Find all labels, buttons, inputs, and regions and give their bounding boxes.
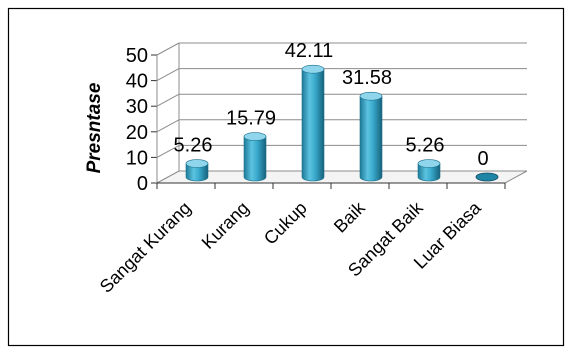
bar-top	[417, 159, 441, 168]
bar	[475, 172, 499, 182]
x-tick-label: Cukup	[260, 198, 311, 249]
y-tick-label: 20	[126, 122, 148, 144]
y-axis-title: Presntase	[84, 82, 105, 173]
bar	[301, 64, 325, 182]
gridline-side	[156, 119, 180, 133]
bar-body	[359, 95, 383, 182]
y-tick-label: 40	[126, 71, 148, 93]
bar-body	[185, 163, 209, 182]
bar	[243, 132, 267, 182]
gridline-side	[156, 144, 180, 158]
data-label: 42.11	[285, 40, 334, 62]
bar	[185, 159, 209, 182]
floor-edge	[504, 170, 528, 184]
data-label: 5.26	[406, 135, 445, 157]
bar-top	[359, 91, 383, 101]
gridline-side	[156, 42, 180, 56]
bar-body	[243, 136, 267, 182]
chart-border	[7, 7, 565, 347]
bars	[185, 64, 499, 182]
data-labels: 5.26 15.79 42.11 31.58 5.26 0	[174, 40, 489, 170]
y-tick-label: 10	[126, 147, 148, 169]
chart-floor	[157, 171, 527, 183]
y-tick-label: 0	[137, 173, 148, 195]
bar-top	[301, 64, 325, 74]
axes	[151, 43, 528, 189]
bar-top	[243, 132, 267, 141]
bar	[359, 91, 383, 182]
gridline-side	[156, 170, 180, 184]
gridline-side	[156, 93, 180, 107]
bar	[417, 159, 441, 182]
data-label: 31.58	[342, 67, 392, 89]
x-tick-label: Kurang	[198, 198, 253, 253]
x-tick-label: Baik	[330, 197, 370, 237]
y-tick-label: 50	[126, 45, 148, 67]
gridline-side	[156, 68, 180, 82]
data-label: 5.26	[174, 135, 213, 157]
gridlines	[156, 42, 527, 184]
bar-top	[185, 159, 209, 168]
data-label: 15.79	[226, 108, 276, 130]
bar-body	[417, 163, 441, 182]
data-label: 0	[477, 148, 488, 170]
bar-body	[301, 68, 325, 182]
x-tick-label: Sangat Kurang	[96, 198, 195, 297]
bar-top	[475, 172, 499, 182]
y-tick-label: 30	[126, 96, 148, 118]
